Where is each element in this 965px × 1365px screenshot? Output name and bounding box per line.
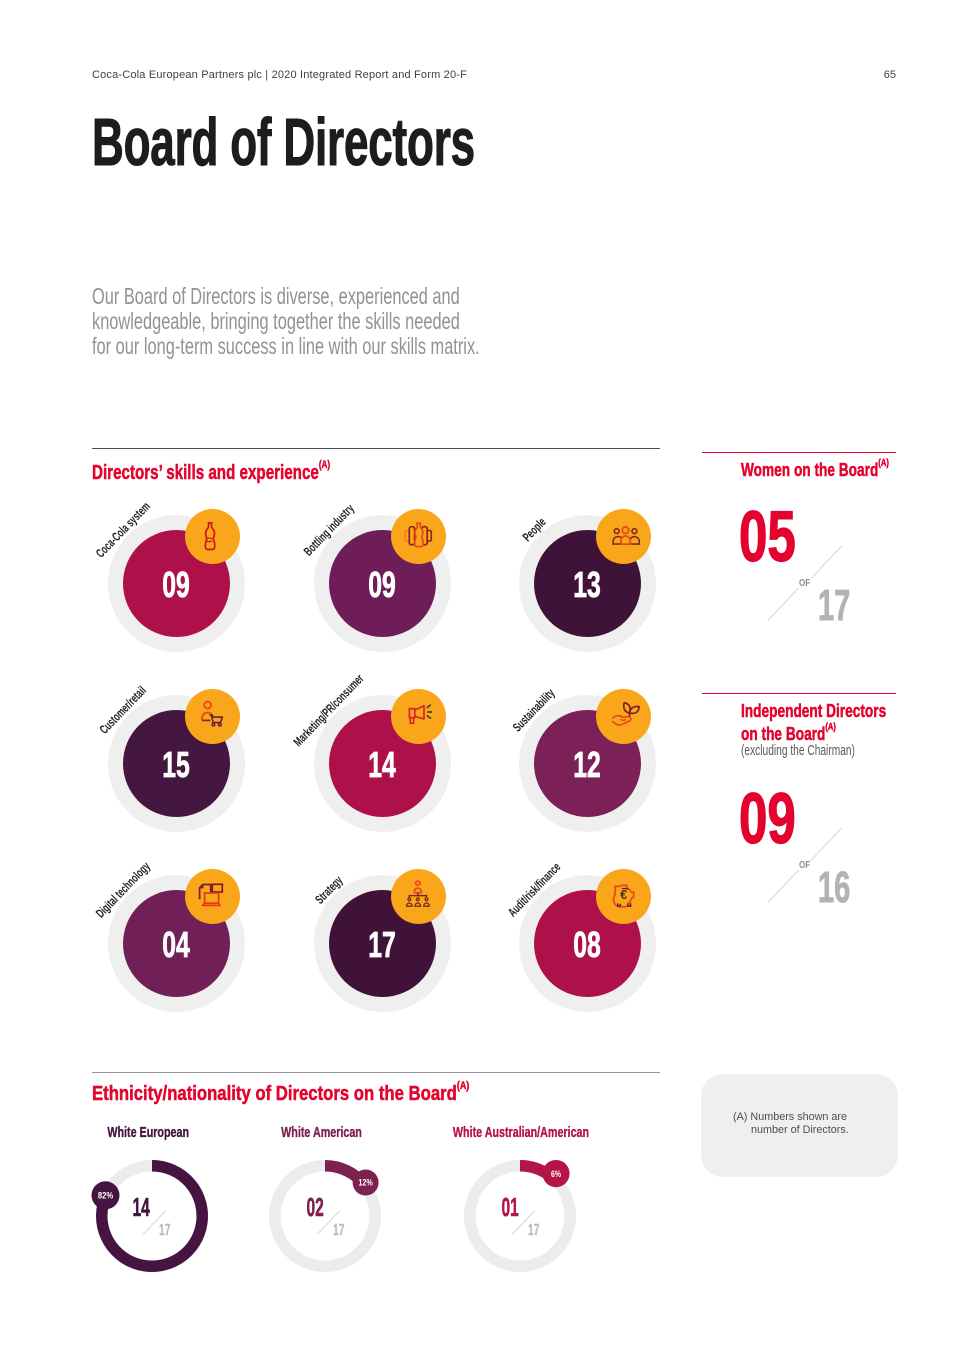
svg-text:12%: 12% <box>358 1177 373 1187</box>
svg-text:82%: 82% <box>97 1190 112 1200</box>
svg-text:€: € <box>620 888 627 902</box>
svg-text:6%: 6% <box>551 1168 561 1178</box>
